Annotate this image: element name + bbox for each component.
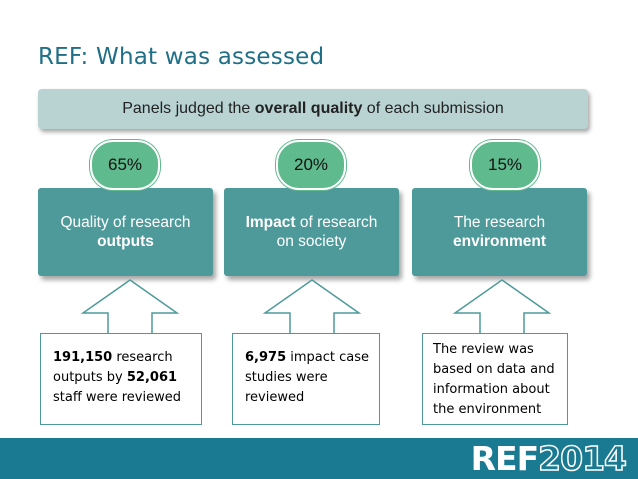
impact-box-bold: Impact	[245, 214, 296, 231]
outputs-note-text1: research outputs by	[53, 350, 177, 385]
outputs-note: 191,150 research outputs by 52,061 staff…	[40, 333, 202, 425]
environment-box: The research environment	[412, 188, 587, 276]
impact-case-count: 6,975	[245, 350, 287, 365]
outputs-up-arrow-icon	[80, 279, 180, 337]
environment-box-line2: environment	[452, 233, 546, 250]
impact-box-line1-rest: of research	[295, 214, 378, 231]
footer-bar: REF 2014	[0, 438, 638, 479]
impact-note: 6,975 impact case studies were reviewed	[232, 333, 380, 425]
impact-note-text: impact case studies were reviewed	[245, 350, 374, 405]
impact-box-line2: on society	[276, 233, 347, 250]
outputs-count: 191,150	[53, 350, 113, 365]
impact-up-arrow-icon	[262, 279, 362, 337]
environment-box-line1: The research	[453, 214, 546, 231]
ref2014-logo: REF 2014	[470, 438, 628, 479]
environment-note-text: The review was based on data and informa…	[433, 342, 555, 417]
slide-title: REF: What was assessed	[38, 44, 325, 70]
outputs-box-line1: Quality of research	[60, 214, 191, 231]
outputs-box-line2: outputs	[97, 233, 154, 250]
impact-percent-badge: 20%	[276, 140, 346, 190]
banner-emphasis: overall quality	[254, 100, 363, 117]
environment-percent-badge: 15%	[470, 140, 540, 190]
outputs-box: Quality of research outputs	[38, 188, 213, 276]
logo-ref-text: REF	[470, 439, 539, 478]
environment-up-arrow-icon	[452, 279, 552, 337]
logo-year-text: 2014	[537, 438, 627, 479]
summary-banner: Panels judged the overall quality of eac…	[38, 89, 588, 129]
outputs-note-text2: staff were reviewed	[53, 370, 182, 405]
banner-suffix: of each submission	[362, 100, 504, 117]
impact-box: Impact of research on society	[224, 188, 399, 276]
outputs-percent-badge: 65%	[90, 140, 160, 190]
impact-box-line1: Impact of research	[246, 213, 378, 232]
staff-count: 52,061	[126, 370, 178, 385]
banner-prefix: Panels judged the	[122, 100, 255, 117]
environment-note: The review was based on data and informa…	[422, 333, 568, 425]
